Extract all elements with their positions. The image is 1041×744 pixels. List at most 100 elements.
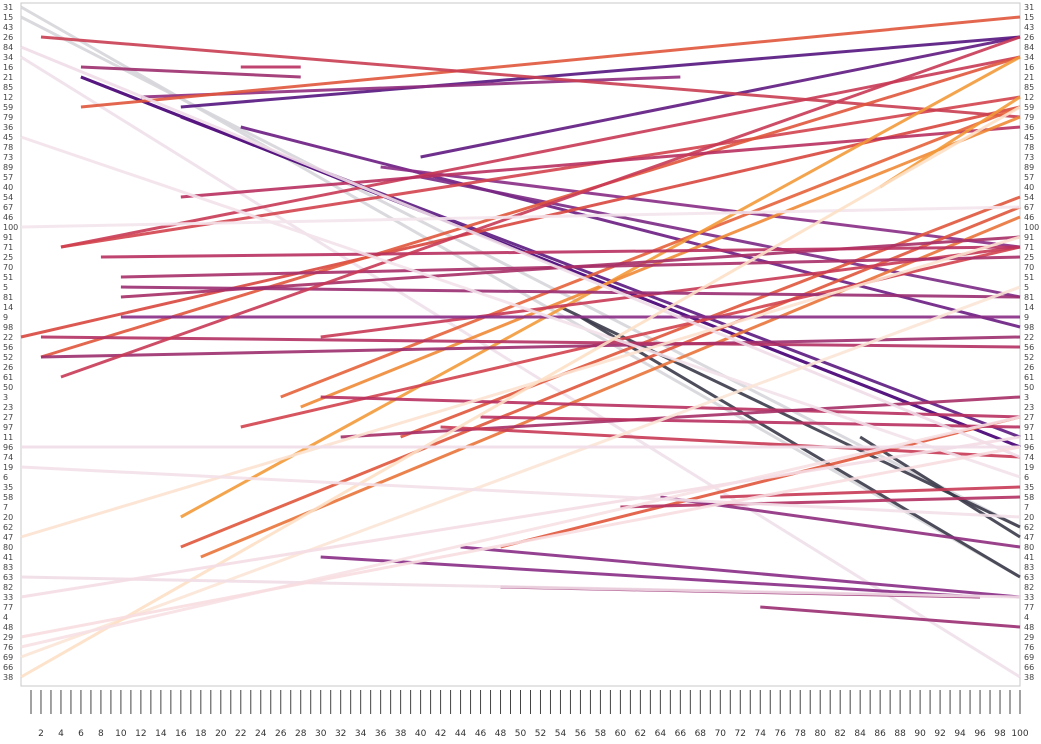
x-tick-label: 92 [934, 729, 945, 739]
x-tick-label: 74 [755, 729, 767, 739]
y-tick-label-left: 40 [3, 183, 13, 192]
x-tick-label: 48 [495, 729, 507, 739]
left-axis: 3115432684341621851259793645787389574054… [3, 3, 18, 682]
x-tick-label: 56 [575, 729, 587, 739]
x-tick-label: 4 [58, 729, 64, 739]
x-tick-label: 12 [135, 729, 146, 739]
x-tick-label: 42 [435, 729, 446, 739]
y-tick-label-right: 58 [1024, 493, 1034, 502]
y-tick-label-left: 26 [3, 33, 13, 42]
y-tick-label-right: 14 [1024, 303, 1034, 312]
y-tick-label-left: 14 [3, 303, 13, 312]
y-tick-label-right: 97 [1024, 423, 1034, 432]
y-tick-label-right: 35 [1024, 483, 1034, 492]
x-tick-label: 78 [794, 729, 806, 739]
y-tick-label-left: 66 [3, 663, 13, 672]
y-tick-label-left: 76 [3, 643, 13, 652]
y-tick-label-left: 12 [3, 93, 13, 102]
y-tick-label-right: 67 [1024, 203, 1034, 212]
y-tick-label-right: 45 [1024, 133, 1034, 142]
y-tick-label-right: 41 [1024, 553, 1034, 562]
y-tick-label-right: 66 [1024, 663, 1034, 672]
y-tick-label-left: 47 [3, 533, 13, 542]
y-tick-label-right: 21 [1024, 73, 1034, 82]
x-tick-label: 26 [275, 729, 287, 739]
y-tick-label-left: 74 [3, 453, 13, 462]
x-tick-label: 18 [195, 729, 207, 739]
y-tick-label-right: 7 [1024, 503, 1029, 512]
series-line [320, 555, 981, 599]
y-tick-label-left: 9 [3, 313, 8, 322]
y-tick-label-left: 33 [3, 593, 13, 602]
y-tick-label-left: 16 [3, 63, 13, 72]
x-tick-label: 20 [215, 729, 227, 739]
y-tick-label-left: 52 [3, 353, 13, 362]
x-tick-label: 76 [775, 729, 787, 739]
y-tick-label-right: 23 [1024, 403, 1034, 412]
y-tick-label-left: 5 [3, 283, 8, 292]
x-tick-label: 96 [974, 729, 986, 739]
y-tick-label-left: 81 [3, 293, 13, 302]
y-tick-label-right: 56 [1024, 343, 1034, 352]
series-line [760, 605, 1021, 629]
y-tick-label-left: 78 [3, 143, 13, 152]
y-tick-label-right: 98 [1024, 323, 1034, 332]
y-tick-label-left: 70 [3, 263, 13, 272]
y-tick-label-left: 25 [3, 253, 13, 262]
y-tick-label-left: 82 [3, 583, 13, 592]
y-tick-label-left: 38 [3, 673, 13, 682]
series-line [20, 285, 1021, 659]
y-tick-label-right: 77 [1024, 603, 1034, 612]
y-tick-label-right: 50 [1024, 383, 1034, 392]
y-tick-label-right: 38 [1024, 673, 1034, 682]
x-tick-label: 8 [98, 729, 104, 739]
series-line [440, 425, 1021, 459]
right-axis: 3115432684341621851259793645787389574054… [1024, 3, 1039, 682]
series-line [40, 335, 1021, 359]
y-tick-label-left: 83 [3, 563, 13, 572]
series-line [340, 395, 1021, 439]
y-tick-label-right: 82 [1024, 583, 1034, 592]
series-line [20, 465, 1021, 519]
y-tick-label-left: 80 [3, 543, 13, 552]
y-tick-label-right: 63 [1024, 573, 1034, 582]
x-tick-label: 70 [715, 729, 727, 739]
y-tick-label-right: 91 [1024, 233, 1034, 242]
y-tick-label-left: 11 [3, 433, 13, 442]
y-tick-label-left: 27 [3, 413, 13, 422]
y-tick-label-left: 51 [3, 273, 13, 282]
y-tick-label-left: 19 [3, 463, 13, 472]
y-tick-label-left: 84 [3, 43, 13, 52]
x-tick-label: 100 [1011, 729, 1028, 739]
series-line [20, 445, 1021, 639]
x-tick-label: 44 [455, 729, 467, 739]
series-line [20, 15, 1021, 529]
y-tick-label-right: 70 [1024, 263, 1034, 272]
y-tick-label-right: 48 [1024, 623, 1034, 632]
y-tick-label-right: 3 [1024, 393, 1029, 402]
x-tick-label: 28 [295, 729, 307, 739]
y-tick-label-left: 50 [3, 383, 13, 392]
y-tick-label-right: 78 [1024, 143, 1034, 152]
series-line [20, 435, 1021, 599]
x-tick-label: 98 [994, 729, 1006, 739]
series-line [40, 55, 1021, 359]
y-tick-label-left: 41 [3, 553, 13, 562]
series-line [480, 415, 1021, 429]
y-tick-label-left: 71 [3, 243, 13, 252]
y-tick-label-right: 6 [1024, 473, 1029, 482]
y-tick-label-right: 29 [1024, 633, 1034, 642]
series-line [60, 35, 1021, 379]
y-tick-label-left: 45 [3, 133, 13, 142]
y-tick-label-left: 54 [3, 193, 13, 202]
y-tick-label-left: 31 [3, 3, 13, 12]
x-axis: 2 4 6 8 10 12 14 16 18 20 22 24 26 28 30 32 34 36 38 40 42 44… [30, 690, 1029, 739]
y-tick-label-right: 54 [1024, 193, 1034, 202]
x-tick-label: 6 [78, 729, 84, 739]
y-tick-label-left: 15 [3, 13, 13, 22]
y-tick-label-right: 40 [1024, 183, 1034, 192]
series-line [100, 245, 1021, 259]
x-tick-label: 10 [115, 729, 127, 739]
series-line [20, 205, 1021, 229]
